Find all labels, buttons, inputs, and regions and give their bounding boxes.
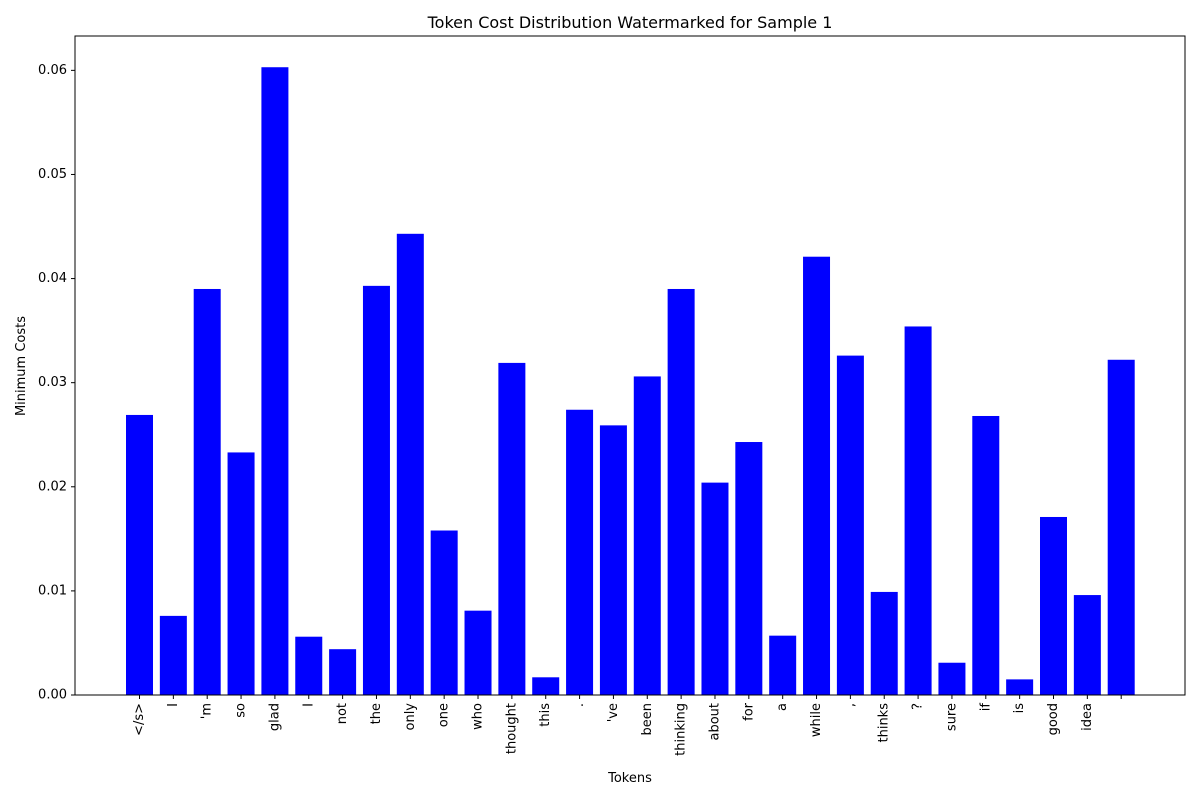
bar: [667, 288, 695, 695]
x-tick-label: who: [471, 703, 486, 730]
y-tick-label: 0.06: [38, 63, 67, 78]
bar: [972, 415, 1000, 695]
bar: [566, 409, 594, 695]
y-tick-label: 0.05: [38, 167, 67, 182]
bar: [769, 635, 797, 695]
x-tick-label: thought: [504, 703, 519, 754]
bar: [329, 649, 357, 695]
y-axis-label: Minimum Costs: [14, 316, 29, 416]
bar: [430, 530, 458, 695]
bar: [836, 355, 864, 695]
y-tick-label: 0.04: [38, 271, 67, 286]
x-tick-label: ?: [911, 703, 926, 710]
x-tick-label: about: [707, 703, 722, 741]
bar: [870, 591, 898, 695]
bar: [193, 288, 221, 695]
bar: [1107, 359, 1135, 695]
x-tick-label: </s>: [132, 703, 147, 736]
x-tick-label: for: [741, 702, 756, 721]
x-tick-label: .: [572, 703, 587, 707]
bar: [126, 414, 153, 695]
bar: [1040, 516, 1067, 695]
x-tick-label: if: [978, 703, 993, 712]
x-tick-label: while: [809, 703, 824, 737]
x-tick-label: thinks: [877, 703, 892, 743]
bar: [701, 482, 729, 695]
bar: [938, 662, 966, 695]
bar: [362, 285, 390, 695]
x-tick-label: a: [775, 703, 790, 711]
x-tick-label: the: [369, 703, 384, 724]
bar: [295, 636, 323, 695]
x-tick-label: I: [166, 703, 181, 707]
bar: [1006, 679, 1034, 695]
x-tick-label: one: [437, 703, 452, 727]
x-tick-label: good: [1046, 703, 1061, 735]
x-tick-label: this: [538, 703, 553, 727]
y-tick-label: 0.01: [38, 583, 67, 598]
x-tick-label: is: [1012, 703, 1027, 714]
x-tick-label: not: [335, 703, 350, 724]
x-axis-label: Tokens: [607, 771, 652, 786]
x-tick-label: thinking: [674, 703, 689, 756]
bar: [159, 615, 187, 695]
x-tick-label: been: [640, 703, 655, 736]
bar: [532, 677, 560, 695]
bar: [633, 376, 661, 695]
plot-frame: [74, 35, 1186, 696]
bar: [599, 425, 627, 695]
x-tick-label: 've: [606, 703, 621, 722]
chart-title: Token Cost Distribution Watermarked for …: [427, 13, 833, 32]
x-tick-label: sure: [944, 703, 959, 731]
bar: [803, 256, 831, 695]
bar: [498, 362, 526, 695]
x-tick-label: ,: [843, 703, 858, 707]
bar: [227, 452, 255, 695]
y-tick-label: 0.02: [38, 479, 67, 494]
x-tick-label: glad: [267, 703, 282, 731]
y-tick-label: 0.03: [38, 375, 67, 390]
bar: [735, 442, 763, 695]
bar: [904, 326, 932, 695]
x-tick-label: 'm: [200, 703, 215, 719]
bars-group: [126, 67, 1135, 696]
x-tick-label: idea: [1080, 703, 1095, 731]
x-tick-label: only: [403, 703, 418, 731]
x-tick-label: I: [301, 703, 316, 707]
x-tick-label: so: [234, 703, 249, 718]
bar: [261, 67, 289, 696]
bar: [1073, 595, 1101, 695]
y-tick-label: 0.00: [38, 688, 67, 703]
bar: [396, 233, 424, 696]
y-axis: 0.00 0.01 0.02 0.03 0.04 0.05 0.06: [38, 63, 75, 703]
bar: [464, 610, 492, 695]
